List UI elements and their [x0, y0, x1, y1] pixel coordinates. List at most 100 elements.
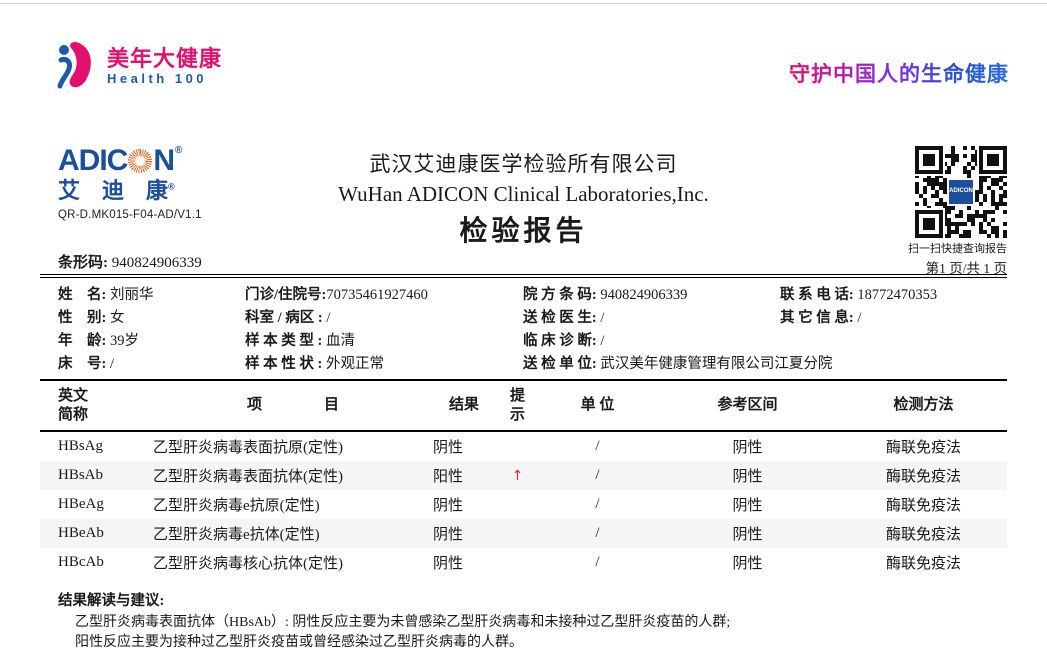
- reference-cell: 阴性: [732, 498, 763, 514]
- item-cell: 乙型肝炎病毒e抗原(定性): [153, 498, 320, 514]
- document-code: QR-D.MK015-F04-AD/V1.1: [58, 209, 202, 222]
- barcode-value: 940824906339: [111, 255, 202, 271]
- outpatient-number: 门诊/住院号:70735461927460: [245, 287, 428, 303]
- contact-phone: 联 系 电 话: 18772470353: [780, 287, 938, 303]
- qr-center-logo: ADICON: [947, 178, 975, 206]
- top-divider: [0, 3, 1047, 4]
- table-row: HBeAg 乙型肝炎病毒e抗原(定性) 阴性 / 阴性 酶联免疫法: [40, 490, 1007, 519]
- method-cell: 酶联免疫法: [885, 556, 961, 572]
- unit-cell: /: [595, 467, 600, 483]
- col-flag: 提示: [509, 387, 525, 423]
- col-item: 项目: [246, 397, 340, 414]
- method-cell: 酶联免疫法: [885, 498, 961, 514]
- interpretation-section: 结果解读与建议: 乙型肝炎病毒表面抗体（HBsAb）: 阴性反应主要为未曾感染乙…: [40, 591, 1007, 653]
- bed-number: 床 号: /: [58, 356, 114, 372]
- abbr-cell: HBsAb: [58, 467, 104, 483]
- qr-block: ADICON 扫一扫快捷查询报告 第1 页/共 1 页: [887, 146, 1007, 277]
- reference-cell: 阴性: [732, 556, 763, 572]
- report-title: 检验报告: [459, 216, 588, 247]
- item-cell: 乙型肝炎病毒表面抗体(定性): [153, 469, 343, 485]
- table-header-row: 英文 简称 项目 结果 提示 单 位 参考区间 检测方法: [40, 381, 1007, 430]
- table-row: HBeAb 乙型肝炎病毒e抗体(定性) 阴性 / 阴性 酶联免疫法: [40, 519, 1007, 548]
- item-cell: 乙型肝炎病毒e抗体(定性): [153, 527, 320, 543]
- item-cell: 乙型肝炎病毒表面抗原(定性): [153, 440, 343, 456]
- interpretation-line: 乙型肝炎病毒表面抗体（HBsAb）: 阴性反应主要为未曾感染乙型肝炎病毒和未接种…: [75, 615, 731, 630]
- qr-caption: 扫一扫快捷查询报告: [908, 243, 1007, 255]
- adicon-name-cn: 艾 迪 康®: [58, 178, 268, 203]
- sending-unit: 送 检 单 位: 武汉美年健康管理有限公司江夏分院: [523, 356, 833, 372]
- col-abbr: 英文 简称: [58, 387, 89, 423]
- adicon-wordmark-right: N: [153, 144, 175, 177]
- brand-name-en: Health 100: [107, 70, 208, 86]
- hospital-barcode: 院 方 条 码: 940824906339: [523, 287, 688, 303]
- health100-brand: 美年大健康 Health 100: [55, 40, 222, 92]
- method-cell: 酶联免疫法: [885, 469, 961, 485]
- qr-logo-text: ADICON: [949, 188, 973, 195]
- col-method: 检测方法: [893, 397, 954, 414]
- sending-doctor: 送 检 医 生: /: [523, 310, 605, 326]
- results-table: 英文 简称 项目 结果 提示 单 位 参考区间 检测方法 HBsAg 乙型肝炎病毒…: [40, 381, 1007, 577]
- result-cell: 阴性: [433, 440, 464, 456]
- abbr-cell: HBcAb: [58, 554, 104, 570]
- company-name-en: WuHan ADICON Clinical Laboratories,Inc.: [338, 182, 709, 206]
- qr-code: ADICON: [915, 146, 1007, 238]
- table-row: HBsAg 乙型肝炎病毒表面抗原(定性) 阴性 / 阴性 酶联免疫法: [40, 432, 1007, 461]
- barcode-label: 条形码:: [58, 255, 108, 271]
- item-cell: 乙型肝炎病毒核心抗体(定性): [153, 556, 343, 572]
- result-cell: 阴性: [433, 527, 464, 543]
- table-header-divider: [40, 430, 1007, 432]
- adicon-name-cn-text: 艾 迪 康: [58, 178, 169, 203]
- section-divider: [40, 379, 1007, 381]
- unit-cell: /: [595, 525, 600, 541]
- page-indicator: 第1 页/共 1 页: [925, 261, 1007, 276]
- interpretation-title: 结果解读与建议:: [58, 593, 165, 609]
- reference-cell: 阴性: [732, 469, 763, 485]
- method-cell: 酶联免疫法: [885, 440, 961, 456]
- flag-up-arrow: ↑: [511, 467, 524, 484]
- reference-cell: 阴性: [732, 440, 763, 456]
- report-header-center: 武汉艾迪康医学检验所有限公司 WuHan ADICON Clinical Lab…: [230, 148, 817, 249]
- col-unit: 单 位: [580, 397, 615, 414]
- company-name-cn: 武汉艾迪康医学检验所有限公司: [369, 152, 678, 176]
- table-row: HBsAb 乙型肝炎病毒表面抗体(定性) 阳性 ↑ / 阴性 酶联免疫法: [40, 461, 1007, 490]
- patient-name: 姓 名: 刘丽华: [58, 287, 154, 303]
- barcode-line: 条形码: 940824906339: [58, 251, 202, 272]
- interpretation-line: 阳性反应主要为接种过乙型肝炎疫苗或曾经感染过乙型肝炎病毒的人群。: [75, 635, 523, 650]
- sample-type: 样 本 类 型 : 血清: [245, 333, 355, 349]
- result-cell: 阴性: [433, 498, 464, 514]
- unit-cell: /: [595, 554, 600, 570]
- unit-cell: /: [595, 438, 600, 454]
- brand-name-cn: 美年大健康: [107, 45, 223, 71]
- health100-logo-text: 美年大健康 Health 100: [107, 47, 222, 86]
- reference-cell: 阴性: [732, 527, 763, 543]
- adicon-wordmark: ADIC N ®: [58, 146, 268, 176]
- unit-cell: /: [595, 496, 600, 512]
- adicon-wordmark-left: ADIC: [58, 144, 128, 177]
- other-info: 其 它 信 息: /: [780, 310, 862, 326]
- abbr-cell: HBsAg: [58, 438, 104, 454]
- table-row: HBcAb 乙型肝炎病毒核心抗体(定性) 阴性 / 阴性 酶联免疫法: [40, 548, 1007, 577]
- double-divider: [40, 274, 1007, 278]
- patient-info-section: 姓 名: 刘丽华 门诊/住院号:70735461927460 院 方 条 码: …: [40, 281, 1007, 379]
- col-reference: 参考区间: [717, 397, 778, 414]
- registered-mark: ®: [175, 145, 182, 156]
- clinical-diagnosis: 临 床 诊 断: /: [523, 333, 605, 349]
- method-cell: 酶联免疫法: [885, 527, 961, 543]
- col-result: 结果: [448, 397, 479, 414]
- patient-info-grid: 姓 名: 刘丽华 门诊/住院号:70735461927460 院 方 条 码: …: [58, 284, 1007, 375]
- brand-slogan: 守护中国人的生命健康: [789, 58, 1009, 88]
- result-cell: 阳性: [433, 469, 464, 485]
- registered-mark: ®: [168, 181, 175, 192]
- abbr-cell: HBeAb: [58, 525, 104, 541]
- result-cell: 阴性: [433, 556, 464, 572]
- department: 科室 / 病区 : /: [245, 310, 331, 326]
- adicon-logo-block: ADIC N ® 艾 迪 康® QR-D.MK015-F04-AD/V1.1: [58, 146, 268, 222]
- masthead: 美年大健康 Health 100 守护中国人的生命健康 ADIC N ® 艾 迪…: [0, 0, 1047, 278]
- patient-gender: 性 别: 女: [58, 310, 125, 326]
- adicon-sunburst-icon: [128, 149, 153, 173]
- abbr-cell: HBeAg: [58, 496, 104, 512]
- health100-logo-icon: [57, 41, 91, 89]
- sample-state: 样 本 性 状 : 外观正常: [245, 356, 384, 372]
- patient-age: 年 龄: 39岁: [58, 333, 139, 349]
